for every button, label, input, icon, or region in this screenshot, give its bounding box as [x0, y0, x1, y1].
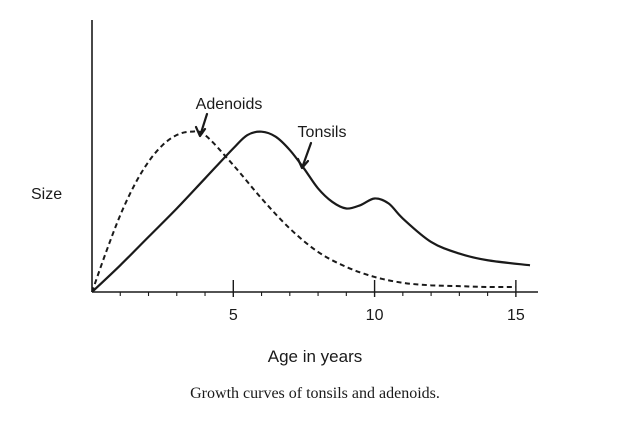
y-axis-label: Size — [31, 186, 62, 203]
series-line-adenoids — [91, 130, 516, 293]
series-line-tonsils — [91, 130, 531, 293]
x-tick-label: 15 — [507, 307, 525, 324]
annotation-tonsils: Tonsils — [298, 124, 347, 141]
axes — [91, 20, 538, 293]
arrow-tonsils — [296, 141, 313, 170]
x-tick-label: 10 — [366, 307, 384, 324]
annotation-adenoids: Adenoids — [196, 96, 263, 113]
series-layer — [91, 130, 531, 293]
arrow-adenoids — [194, 112, 209, 138]
x-tick-label: 5 — [229, 307, 238, 324]
x-axis-label: Age in years — [268, 347, 363, 366]
figure-caption: Growth curves of tonsils and adenoids. — [190, 385, 440, 402]
x-ticks: 5 10 15 — [119, 280, 525, 324]
